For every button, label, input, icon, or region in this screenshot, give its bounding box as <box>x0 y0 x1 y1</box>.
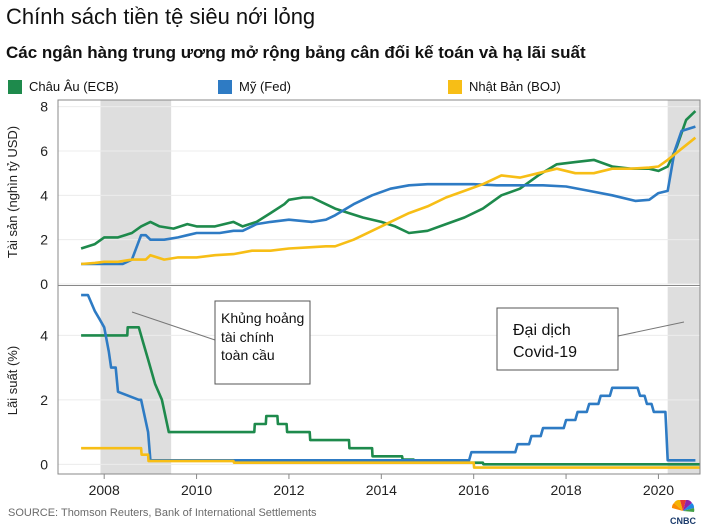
series-line-bottom-2 <box>81 446 700 469</box>
cnbc-logo-text: CNBC <box>670 516 696 526</box>
ytick-top-0: 0 <box>40 276 48 292</box>
legend-label-fed: Mỹ (Fed) <box>239 79 291 94</box>
source-note: SOURCE: Thomson Reuters, Bank of Interna… <box>8 507 317 519</box>
shaded-period-top-0 <box>100 100 172 284</box>
legend-swatch-boj <box>448 79 462 94</box>
xtick-2012: 2012 <box>273 482 304 498</box>
covid-pointer <box>617 321 685 337</box>
ytick-bottom-0: 0 <box>40 456 48 472</box>
covid-annotation-line-1: Đại dịch <box>513 322 571 339</box>
legend-item-ecb: Châu Âu (ECB) <box>8 79 119 94</box>
gfc-annotation-line-3: toàn cầu <box>221 347 275 363</box>
series-line-top-1 <box>81 125 696 266</box>
ytick-top-2: 2 <box>40 232 48 248</box>
xtick-2020: 2020 <box>643 482 674 498</box>
legend-label-ecb: Châu Âu (ECB) <box>29 79 119 94</box>
legend-item-fed: Mỹ (Fed) <box>218 79 291 94</box>
series-line-bottom-1 <box>81 293 696 462</box>
chart-title: Chính sách tiền tệ siêu nới lỏng <box>6 4 316 29</box>
series-line-top-0 <box>80 110 697 250</box>
xtick-2010: 2010 <box>181 482 212 498</box>
gfc-annotation-line-2: tài chính <box>221 329 274 345</box>
legend-label-boj: Nhật Bản (BOJ) <box>469 79 561 94</box>
shaded-period-bottom-0 <box>100 287 172 474</box>
covid-annotation-line-2: Covid-19 <box>513 344 577 361</box>
xtick-2016: 2016 <box>458 482 489 498</box>
ytick-top-6: 6 <box>40 143 48 159</box>
xtick-2014: 2014 <box>366 482 397 498</box>
shaded-period-bottom-1 <box>667 287 700 474</box>
legend-swatch-fed <box>218 79 232 94</box>
ytick-bottom-2: 2 <box>40 392 48 408</box>
cnbc-logo: CNBC <box>670 500 696 526</box>
plot-frame <box>57 99 701 475</box>
gfc-annotation-line-1: Khủng hoảng <box>221 310 304 326</box>
covid-annotation-box <box>496 307 619 371</box>
chart-subtitle: Các ngân hàng trung ương mở rộng bảng câ… <box>6 43 586 62</box>
gfc-pointer <box>131 311 216 341</box>
ytick-bottom-4: 4 <box>40 327 48 343</box>
xtick-2008: 2008 <box>89 482 120 498</box>
ylabel-bottom: Lãi suất (%) <box>5 346 20 415</box>
series-line-top-2 <box>80 136 697 266</box>
legend-item-boj: Nhật Bản (BOJ) <box>448 79 561 94</box>
gfc-annotation-box <box>214 300 311 385</box>
ylabel-top: Tài sản (nghìn tỷ USD) <box>5 126 20 258</box>
ytick-top-8: 8 <box>40 99 48 115</box>
legend-swatch-ecb <box>8 79 22 94</box>
xtick-2018: 2018 <box>550 482 581 498</box>
ytick-top-4: 4 <box>40 187 48 203</box>
